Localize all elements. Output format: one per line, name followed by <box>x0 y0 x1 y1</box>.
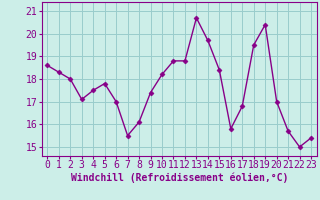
X-axis label: Windchill (Refroidissement éolien,°C): Windchill (Refroidissement éolien,°C) <box>70 173 288 183</box>
